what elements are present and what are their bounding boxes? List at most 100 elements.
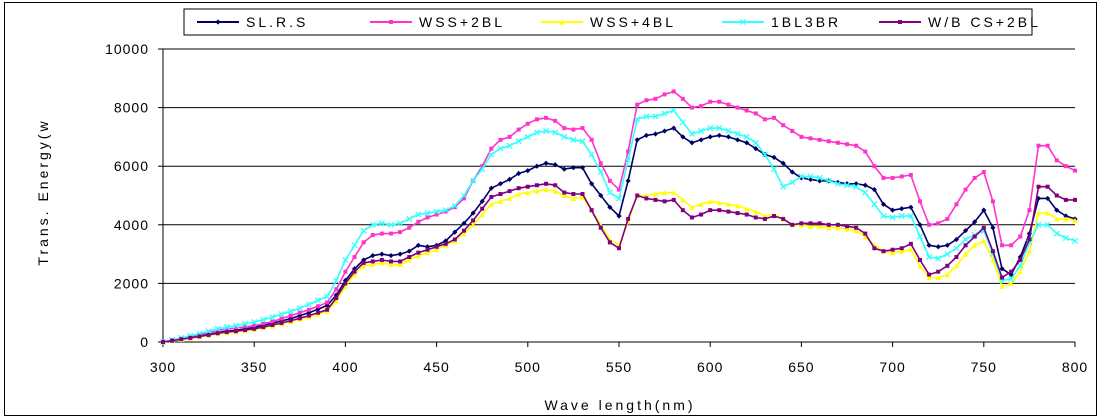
data-point (416, 250, 421, 255)
data-point (780, 160, 786, 166)
data-point (288, 318, 293, 323)
data-point (662, 189, 668, 196)
data-point (534, 183, 539, 188)
data-point (963, 187, 968, 192)
data-point (607, 204, 613, 210)
data-point (1035, 195, 1042, 202)
data-point (834, 180, 841, 187)
data-point (927, 272, 932, 277)
x-tick-label: 550 (606, 359, 632, 375)
data-point (1054, 216, 1060, 222)
data-point (916, 233, 924, 240)
data-point (214, 325, 221, 332)
data-point (1000, 275, 1005, 280)
data-point (1035, 221, 1042, 228)
data-point (571, 127, 576, 132)
data-point (252, 323, 257, 328)
y-tick-label: 8000 (114, 100, 149, 116)
data-point (652, 131, 659, 137)
data-point (407, 255, 412, 260)
data-point (315, 306, 321, 312)
data-point (215, 328, 220, 333)
x-axis-title: Wave length(nm) (544, 397, 695, 413)
data-point (379, 251, 385, 257)
data-point (452, 237, 457, 242)
data-point (644, 98, 649, 103)
data-point (1009, 269, 1014, 274)
data-point (725, 127, 732, 135)
data-point (1054, 158, 1059, 163)
data-point (981, 207, 987, 213)
data-point (1008, 280, 1014, 286)
data-point (424, 250, 431, 256)
data-point (206, 332, 211, 337)
series-3 (160, 187, 1078, 345)
data-point (351, 242, 358, 249)
data-point (223, 323, 230, 331)
data-point (579, 194, 586, 200)
data-point (407, 225, 412, 230)
data-point (726, 209, 731, 214)
data-point (625, 178, 631, 184)
data-point (507, 134, 512, 139)
data-point (533, 129, 540, 136)
data-point (606, 189, 613, 196)
data-point (1045, 210, 1051, 216)
data-point (607, 240, 612, 245)
data-point (579, 165, 586, 171)
data-point (261, 321, 266, 326)
data-point (398, 230, 403, 235)
data-point (963, 243, 968, 248)
data-point (525, 189, 531, 196)
data-point (780, 183, 787, 190)
data-point (388, 261, 394, 267)
data-point (872, 246, 877, 251)
data-point (725, 134, 732, 140)
data-point (525, 167, 531, 174)
data-point (398, 259, 403, 264)
y-tick-label: 2000 (114, 275, 149, 291)
data-point (917, 263, 923, 269)
data-point (972, 175, 977, 180)
data-point (698, 137, 704, 143)
data-point (1062, 234, 1069, 242)
data-point (442, 207, 449, 214)
data-point (743, 133, 750, 140)
data-point (699, 104, 704, 109)
data-point (461, 230, 467, 237)
data-point (990, 199, 995, 204)
data-point (489, 146, 494, 151)
data-point (389, 231, 393, 236)
legend-label: 1BL3BR (771, 14, 841, 30)
data-point (935, 274, 941, 281)
data-point (752, 139, 759, 146)
x-tick-label: 450 (423, 359, 449, 375)
data-point (252, 326, 257, 331)
data-point (716, 200, 722, 206)
data-point (370, 259, 375, 264)
data-point (443, 241, 448, 246)
data-point (761, 151, 768, 158)
data-point (817, 223, 823, 229)
data-point (781, 123, 786, 128)
data-point (845, 142, 849, 147)
data-point (233, 325, 238, 330)
data-point (735, 105, 740, 110)
data-point (243, 324, 248, 329)
data-point (817, 221, 822, 226)
data-point (953, 263, 960, 269)
data-point (826, 139, 831, 144)
data-point (844, 226, 850, 232)
data-point (206, 330, 211, 335)
data-point (835, 222, 840, 227)
data-point (863, 231, 868, 236)
data-point (524, 133, 531, 140)
data-point (397, 220, 404, 227)
y-tick-label: 10000 (105, 41, 149, 57)
data-point (981, 225, 986, 230)
data-point (497, 181, 504, 187)
data-point (506, 195, 513, 202)
legend-item: WSS+4BL (541, 14, 673, 30)
data-point (316, 310, 321, 315)
data-point (981, 238, 987, 244)
